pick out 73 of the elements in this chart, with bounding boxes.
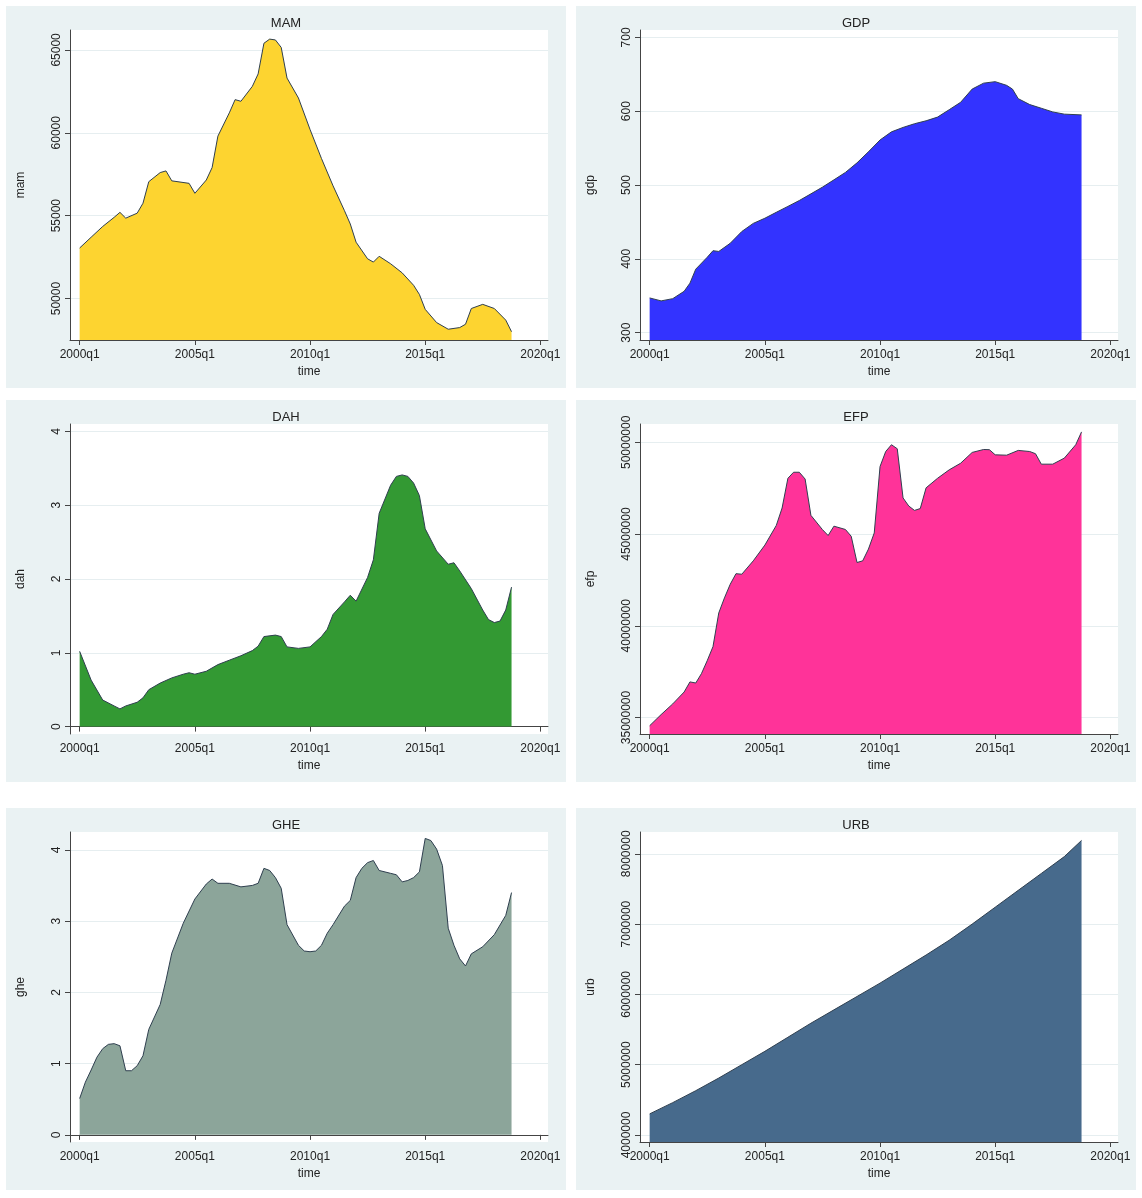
chart-title: URB bbox=[842, 817, 870, 832]
y-tick-label: 5000000 bbox=[619, 1040, 633, 1089]
x-tick-label: 2020q1 bbox=[1090, 347, 1131, 361]
x-tick-label: 2020q1 bbox=[520, 1149, 561, 1163]
y-tick-label: 500 bbox=[619, 174, 633, 196]
y-tick-label: 1 bbox=[49, 1059, 63, 1067]
x-tick-label: 2015q1 bbox=[405, 741, 446, 755]
x-tick-label: 2010q1 bbox=[860, 347, 901, 361]
y-tick-label: 0 bbox=[49, 1131, 63, 1139]
x-tick-label: 2005q1 bbox=[744, 1149, 786, 1163]
y-tick-label: 45000000 bbox=[619, 507, 633, 561]
y-tick-label: 60000 bbox=[49, 115, 63, 150]
x-tick-label: 2015q1 bbox=[975, 1149, 1016, 1163]
y-tick-label: 55000 bbox=[49, 198, 63, 233]
x-tick-label: 2005q1 bbox=[174, 347, 216, 361]
x-tick-label: 2010q1 bbox=[860, 741, 901, 755]
x-tick-label: 2015q1 bbox=[975, 741, 1016, 755]
y-axis-title: gdp bbox=[583, 174, 597, 196]
x-tick-label: 2000q1 bbox=[629, 741, 670, 755]
y-tick-label: 50000000 bbox=[619, 415, 633, 470]
y-axis-title: mam bbox=[13, 171, 27, 199]
y-tick-label: 3 bbox=[49, 501, 63, 509]
y-tick-label: 1 bbox=[49, 649, 63, 657]
x-tick-label: 2010q1 bbox=[290, 347, 331, 361]
x-axis-title: time bbox=[867, 1165, 891, 1180]
y-tick-label: 0 bbox=[49, 722, 63, 730]
y-tick-label: 600 bbox=[619, 100, 633, 122]
y-tick-label: 4 bbox=[49, 846, 63, 854]
x-tick-label: 2020q1 bbox=[520, 741, 561, 755]
y-tick-label: 8000000 bbox=[619, 830, 633, 878]
x-tick-label: 2005q1 bbox=[174, 741, 216, 755]
y-tick-label: 40000000 bbox=[619, 598, 633, 653]
x-tick-label: 2010q1 bbox=[290, 1149, 331, 1163]
x-tick-label: 2010q1 bbox=[290, 741, 331, 755]
y-tick-label: 400 bbox=[619, 248, 633, 269]
x-tick-label: 2005q1 bbox=[744, 741, 786, 755]
chart-title: GHE bbox=[271, 817, 301, 832]
x-axis-title: time bbox=[867, 363, 891, 378]
x-tick-label: 2000q1 bbox=[629, 347, 670, 361]
y-axis-title: urb bbox=[583, 978, 597, 996]
y-tick-label: 700 bbox=[619, 27, 633, 48]
x-tick-label: 2020q1 bbox=[1090, 1149, 1131, 1163]
y-axis-title: ghe bbox=[13, 976, 27, 998]
y-tick-label: 2 bbox=[49, 988, 63, 996]
y-axis-title: dah bbox=[13, 568, 27, 590]
x-axis-title: time bbox=[297, 757, 321, 772]
x-tick-label: 2020q1 bbox=[520, 347, 561, 361]
chart-title: DAH bbox=[272, 409, 300, 424]
y-tick-label: 3 bbox=[49, 917, 63, 925]
x-tick-label: 2000q1 bbox=[59, 347, 100, 361]
x-tick-label: 2005q1 bbox=[744, 347, 786, 361]
y-tick-label: 2 bbox=[49, 575, 63, 583]
x-tick-label: 2015q1 bbox=[405, 1149, 446, 1163]
x-tick-label: 2005q1 bbox=[174, 1149, 216, 1163]
y-tick-label: 50000 bbox=[49, 281, 63, 316]
x-tick-label: 2015q1 bbox=[975, 347, 1016, 361]
x-tick-label: 2015q1 bbox=[405, 347, 446, 361]
x-axis-title: time bbox=[297, 1165, 321, 1180]
x-axis-title: time bbox=[297, 363, 321, 378]
y-tick-label: 65000 bbox=[49, 32, 63, 67]
chart-title: GDP bbox=[841, 15, 871, 30]
y-tick-label: 6000000 bbox=[619, 970, 633, 1018]
x-axis-title: time bbox=[867, 757, 891, 772]
x-tick-label: 2000q1 bbox=[59, 1149, 100, 1163]
chart-title: MAM bbox=[270, 15, 302, 30]
y-tick-label: 4 bbox=[49, 427, 63, 435]
y-axis-title: efp bbox=[583, 570, 597, 588]
x-tick-label: 2000q1 bbox=[59, 741, 100, 755]
x-tick-label: 2010q1 bbox=[860, 1149, 901, 1163]
y-tick-label: 300 bbox=[619, 322, 633, 343]
x-tick-label: 2020q1 bbox=[1090, 741, 1131, 755]
chart-title: EFP bbox=[843, 409, 869, 424]
y-tick-label: 7000000 bbox=[619, 900, 633, 948]
